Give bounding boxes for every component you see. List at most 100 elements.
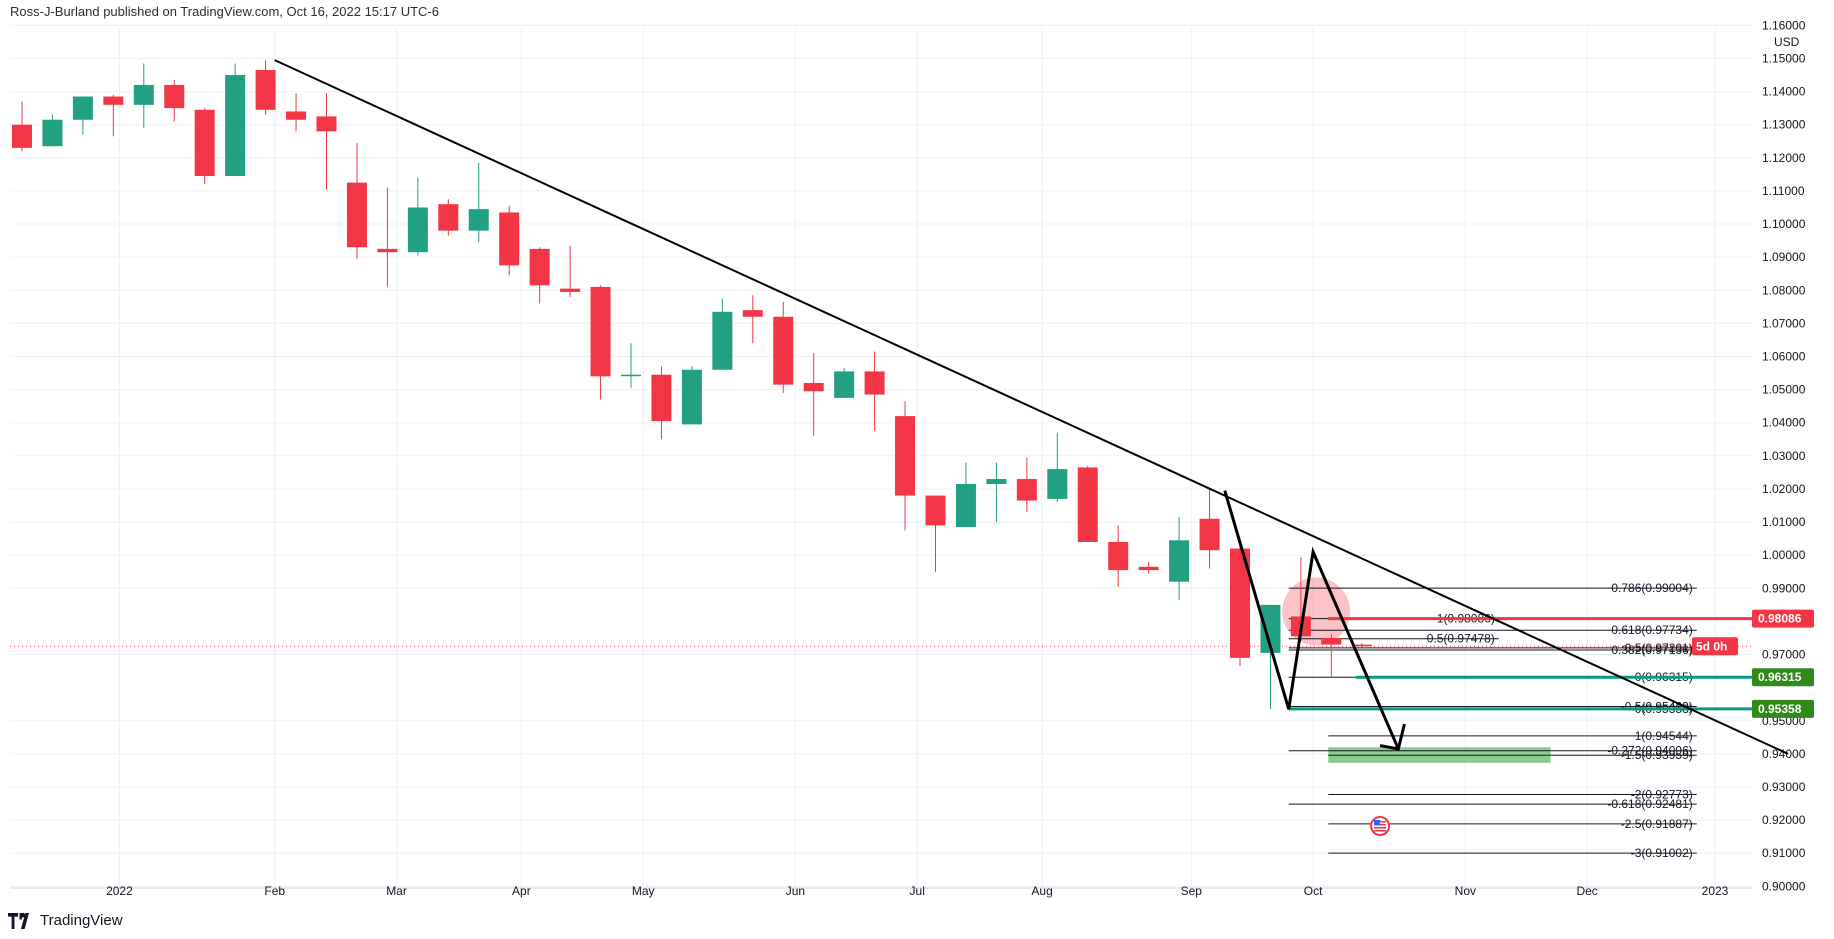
candle-body[interactable] [1169,540,1190,582]
fib-level-label: -0.272(0.94096) [1607,744,1692,758]
price-tick-label: 1.09000 [1762,250,1806,264]
candle-body[interactable] [1016,479,1037,501]
flag-icon-stripe [1374,830,1387,832]
time-tick-label: May [632,884,655,898]
drawing-tools [274,59,1789,755]
candle-body[interactable] [286,111,307,120]
candle-body[interactable] [1108,541,1129,571]
tradingview-logo-icon [8,912,29,929]
countdown-tag-label: 5d 0h [1696,639,1727,653]
fib-level-label: -3(0.91002) [1631,846,1693,860]
candle-body[interactable] [590,286,611,377]
candle-body[interactable] [468,209,489,231]
price-tag-bg [1752,699,1814,718]
candle-body[interactable] [164,84,185,109]
candle-body[interactable] [1260,604,1281,653]
tradingview-brand: TradingView [40,912,123,929]
price-tick-label: 0.94000 [1762,747,1806,761]
candle-body[interactable] [1138,566,1159,571]
price-axis-currency: USD [1774,35,1800,49]
price-tick-label: 0.97000 [1762,648,1806,662]
candle-body[interactable] [316,116,337,132]
candlestick-series [12,60,1372,710]
candle-body[interactable] [773,316,794,385]
candle-body[interactable] [1321,637,1342,645]
candle-body[interactable] [712,311,733,370]
time-tick-label: Mar [386,884,407,898]
candle-body[interactable] [651,374,672,422]
price-tag-label: 0.98086 [1758,612,1802,626]
candle-body[interactable] [12,124,32,148]
time-tick-label: Jul [910,884,925,898]
time-tick-label: Dec [1576,884,1597,898]
fib-level-label: 0.5(0.97201) [1625,641,1693,655]
candle-body[interactable] [621,374,641,377]
price-tick-label: 1.00000 [1762,548,1806,562]
fib-level-label: 0.382(0.97136) [1611,643,1692,657]
price-tick-label: 1.05000 [1762,383,1806,397]
price-tick-label: 0.93000 [1762,780,1806,794]
candle-body[interactable] [1077,467,1098,542]
price-tick-label: 1.06000 [1762,350,1806,364]
candle-body[interactable] [499,212,520,266]
time-tick-label: Jun [786,884,805,898]
flag-icon-ring [1370,816,1391,836]
price-tick-label: 1.08000 [1762,283,1806,297]
publisher-line: Ross-J-Burland published on TradingView.… [10,4,439,19]
candle-body[interactable] [529,248,550,286]
candle-body[interactable] [194,109,215,177]
price-tick-label: 0.92000 [1762,813,1806,827]
trendline[interactable] [274,59,1789,755]
candle-body[interactable] [225,75,246,177]
candle-body[interactable] [346,182,367,248]
candle-body[interactable] [955,483,976,528]
candle-body[interactable] [803,382,824,392]
price-tick-label: 1.10000 [1762,217,1806,231]
candle-body[interactable] [133,84,154,105]
candle-body[interactable] [742,310,763,317]
price-tick-label: 0.99000 [1762,581,1806,595]
candle-body[interactable] [986,479,1007,484]
candle-body[interactable] [103,96,124,105]
candle-body[interactable] [925,495,946,526]
countdown-tag-bg [1692,637,1738,656]
price-tick-label: 1.12000 [1762,151,1806,165]
price-tick-label: 1.13000 [1762,118,1806,132]
candle-body[interactable] [560,288,581,292]
price-tag-label: 0.96315 [1758,670,1802,684]
candle-body[interactable] [42,119,63,147]
candle-body[interactable] [864,371,885,395]
price-tick-label: 1.01000 [1762,515,1806,529]
fibonacci-levels: 0.786(0.99004)1(0.98086)0.618(0.97734)0.… [10,581,1789,860]
fib-level-label: 0.5(0.97478) [1427,632,1495,646]
candle-body[interactable] [1199,518,1220,551]
candle-body[interactable] [1230,548,1250,658]
candle-body[interactable] [438,204,459,231]
fib-level-label: -0.618(0.92481) [1607,797,1692,811]
price-tick-label: 1.11000 [1762,184,1805,198]
price-tick-label: 1.07000 [1762,316,1806,330]
candle-body[interactable] [681,369,702,425]
candle-body[interactable] [834,371,855,398]
price-tick-label: 0.90000 [1762,879,1806,893]
candle-body[interactable] [255,70,276,110]
fib-level-label: 0.618(0.97734) [1611,623,1692,637]
us-flag-event-icon[interactable] [1370,816,1391,836]
time-tick-label: Sep [1181,884,1203,898]
price-tick-label: 1.15000 [1762,51,1806,65]
time-tick-label: Nov [1455,884,1476,898]
candle-body[interactable] [1351,644,1372,647]
price-tick-label: 0.91000 [1762,846,1806,860]
flag-icon-stripe [1374,827,1387,829]
candle-body[interactable] [72,96,93,120]
candle-body[interactable] [1047,469,1068,499]
candle-body[interactable] [407,207,428,253]
fib-level-label: -2(0.92773) [1631,788,1693,802]
candle-body[interactable] [377,248,398,253]
zigzag-path[interactable] [1223,490,1400,750]
footer: TradingView [8,912,123,929]
price-tag-bg [1752,668,1814,687]
price-tick-label: 1.14000 [1762,85,1806,99]
candle-body[interactable] [895,416,916,496]
